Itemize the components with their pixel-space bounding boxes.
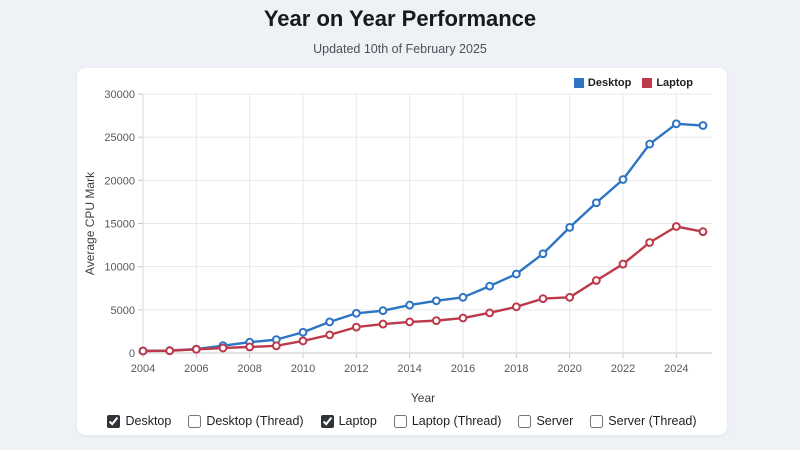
data-point-laptop[interactable] (138, 346, 148, 356)
x-tick-label: 2004 (131, 363, 155, 375)
data-point-laptop[interactable] (165, 346, 175, 356)
data-point-laptop[interactable] (698, 227, 708, 237)
data-point-desktop[interactable] (645, 139, 655, 149)
series-toggles: Desktop Desktop (Thread) Laptop Laptop (Thr… (77, 414, 727, 428)
data-point-laptop[interactable] (351, 322, 361, 332)
data-point-desktop[interactable] (485, 281, 495, 291)
data-point-laptop[interactable] (271, 341, 281, 351)
series-line-desktop (142, 122, 704, 353)
data-point-laptop[interactable] (538, 294, 548, 304)
x-tick-label: 2010 (291, 363, 315, 375)
toggle-label: Server (536, 414, 574, 428)
legend-item-desktop[interactable]: Desktop (573, 77, 632, 89)
y-axis-title: Average CPU Mark (83, 171, 97, 275)
x-tick-label: 2022 (611, 363, 635, 375)
data-point-laptop[interactable] (645, 238, 655, 247)
legend-item-laptop[interactable]: Laptop (642, 77, 693, 89)
toggle-label: Laptop (338, 414, 377, 428)
data-point-laptop[interactable] (485, 308, 495, 318)
data-point-desktop[interactable] (565, 222, 575, 232)
data-point-laptop[interactable] (591, 276, 601, 285)
x-tick-label: 2024 (664, 363, 688, 375)
toggle-label: Server (Thread) (608, 414, 697, 428)
legend-swatch-laptop (642, 78, 653, 88)
x-tick-label: 2018 (504, 363, 528, 375)
data-point-laptop[interactable] (511, 302, 521, 312)
desktop-checkbox[interactable] (107, 414, 121, 428)
chart-card: Desktop Laptop 0 5000 10000 15000 20000 25000 3… (77, 68, 727, 435)
laptop-thread-checkbox[interactable] (393, 414, 407, 428)
laptop-checkbox[interactable] (320, 414, 334, 428)
x-tick-label: 2012 (344, 363, 368, 375)
server-checkbox[interactable] (518, 414, 532, 428)
data-point-desktop[interactable] (325, 317, 335, 327)
data-point-desktop[interactable] (511, 269, 521, 279)
legend-label: Laptop (656, 77, 693, 89)
x-axis-title: Year (411, 391, 435, 405)
desktop-thread-checkbox[interactable] (188, 414, 202, 428)
legend-label: Desktop (587, 77, 632, 89)
data-point-laptop[interactable] (671, 222, 681, 231)
data-point-laptop[interactable] (218, 343, 228, 353)
data-point-desktop[interactable] (405, 300, 415, 310)
page-title: Year on Year Performance (263, 6, 537, 31)
y-tick-label: 5000 (111, 305, 135, 317)
data-point-desktop[interactable] (351, 308, 361, 318)
y-tick-label: 0 (129, 348, 135, 360)
page-subtitle: Updated 10th of February 2025 (313, 42, 487, 56)
server-thread-checkbox[interactable] (590, 414, 604, 428)
data-point-desktop[interactable] (431, 296, 441, 306)
data-point-laptop[interactable] (325, 330, 335, 340)
data-point-laptop[interactable] (618, 259, 628, 269)
data-point-laptop[interactable] (405, 317, 415, 327)
toggle-laptop[interactable]: Laptop (320, 414, 377, 428)
data-point-laptop[interactable] (245, 342, 255, 352)
data-point-desktop[interactable] (298, 327, 308, 337)
data-point-laptop[interactable] (191, 344, 201, 354)
toggle-label: Desktop (Thread) (206, 414, 304, 428)
toggle-laptop-thread[interactable]: Laptop (Thread) (393, 414, 502, 428)
y-tick-label: 10000 (104, 262, 135, 274)
data-point-desktop[interactable] (698, 121, 708, 130)
data-point-laptop[interactable] (458, 313, 468, 323)
x-tick-label: 2008 (237, 363, 261, 375)
toggle-desktop-thread[interactable]: Desktop (Thread) (188, 414, 304, 428)
x-tick-label: 2016 (451, 363, 475, 375)
data-point-desktop[interactable] (458, 292, 468, 302)
data-point-desktop[interactable] (671, 119, 681, 129)
data-point-laptop[interactable] (431, 316, 441, 326)
data-point-laptop[interactable] (298, 336, 308, 346)
data-point-desktop[interactable] (591, 198, 601, 208)
toggle-label: Laptop (Thread) (411, 414, 502, 428)
data-point-laptop[interactable] (378, 319, 388, 329)
toggle-desktop[interactable]: Desktop (107, 414, 171, 428)
x-tick-label: 2006 (184, 363, 208, 375)
toggle-server[interactable]: Server (518, 414, 573, 428)
y-tick-label: 15000 (104, 219, 135, 231)
legend-swatch-desktop (573, 78, 584, 88)
chart-legend: Desktop Laptop (573, 77, 693, 89)
y-tick-label: 30000 (104, 89, 135, 101)
page-header: Year on Year Performance Updated 10th of… (0, 0, 800, 56)
data-point-laptop[interactable] (565, 292, 575, 302)
y-tick-label: 25000 (104, 132, 135, 144)
data-point-desktop[interactable] (378, 306, 388, 316)
data-point-desktop[interactable] (538, 249, 548, 259)
data-point-desktop[interactable] (618, 175, 628, 184)
toggle-label: Desktop (125, 414, 172, 428)
performance-chart[interactable]: 0 5000 10000 15000 20000 25000 30000 2004 2006 20… (77, 68, 727, 408)
y-tick-label: 20000 (104, 175, 135, 187)
toggle-server-thread[interactable]: Server (Thread) (590, 414, 697, 428)
x-tick-label: 2020 (557, 363, 581, 375)
x-tick-label: 2014 (397, 363, 421, 375)
series-line-laptop (142, 225, 704, 353)
